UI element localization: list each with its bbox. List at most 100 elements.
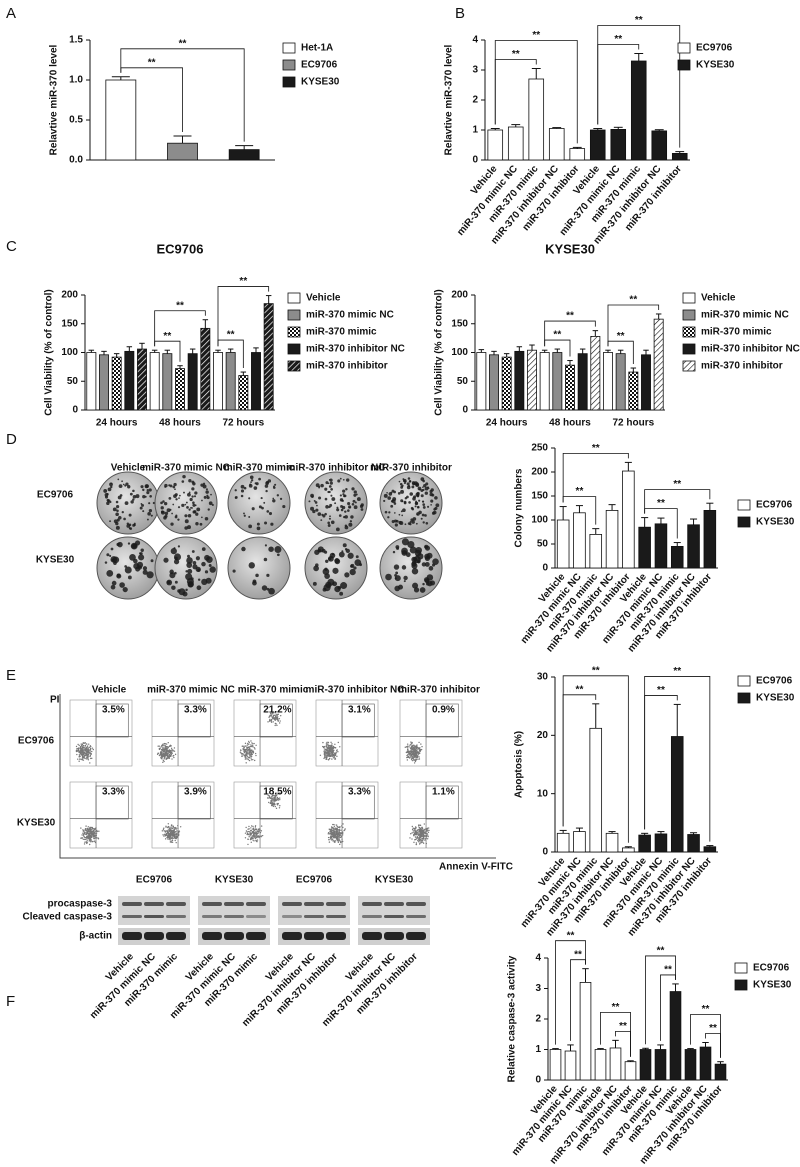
event-dot [420,748,423,751]
bar [514,350,525,411]
blot-band [224,932,244,940]
event-dot [274,794,276,797]
event-dot [82,830,85,832]
colony [191,487,195,491]
event-dot [419,748,422,751]
legend-label: KYSE30 [756,517,795,528]
colony [332,553,335,556]
event-dot [167,831,169,833]
x-tick-label: 72 hours [222,418,264,429]
colony [140,485,144,489]
y-tick-label: 30 [537,672,549,683]
event-dot [248,746,250,748]
colony [341,505,346,510]
colony [106,501,110,506]
colony [142,510,145,513]
event-dot [77,747,79,750]
significance-label: ** [179,38,187,49]
event-dot [89,755,91,758]
event-dot [407,749,409,751]
colony [327,555,334,562]
blot-band [406,932,426,940]
bar [228,149,260,161]
event-dot [253,834,255,837]
row-label: procaspase-3 [48,899,113,910]
event-dot [412,744,414,747]
panel-label: B [455,5,465,22]
bar [630,60,647,161]
event-dot [330,828,332,831]
event-dot [334,754,337,757]
y-tick-label: 100 [61,347,78,358]
colony [342,493,345,496]
colony [133,523,136,527]
event-dot [422,829,424,831]
colony [104,561,108,564]
colony [172,485,176,489]
panel-label: C [6,238,17,255]
event-dot [409,757,411,759]
colony [150,559,154,563]
colony [266,573,270,577]
colony [350,563,355,568]
event-dot [329,830,332,832]
bar [671,152,688,161]
gate-percentage: 21.2% [263,705,291,716]
event-dot [322,741,324,744]
event-dot [246,747,248,749]
event-dot [409,752,411,755]
colony [175,514,178,517]
event-dot [254,826,257,828]
colony [243,486,247,490]
event-dot [273,717,275,719]
event-dot [167,750,169,752]
significance-label: ** [176,300,184,311]
event-dot [76,747,78,750]
colony [240,484,245,489]
event-dot [161,753,163,756]
colony [118,484,123,489]
colony [395,571,399,575]
colony [255,573,259,578]
colony [147,512,151,516]
y-tick-label: 250 [531,443,548,454]
colony [392,499,394,501]
significance-label: ** [617,331,625,342]
event-dot [428,829,430,832]
colony [433,508,436,511]
event-dot [94,834,96,837]
colony [387,516,390,519]
colony [195,512,199,516]
event-dot [82,838,85,840]
y-tick-label: 100 [451,347,468,358]
event-dot [335,830,338,833]
event-dot [332,833,334,835]
colony [202,482,206,485]
event-dot [177,827,179,829]
event-dot [247,750,249,752]
event-dot [328,749,331,751]
colony [312,509,316,514]
colony [116,509,119,513]
colony [117,542,120,545]
colony [206,496,210,500]
bar [603,352,613,411]
gate-box [95,703,129,738]
event-dot [257,828,260,830]
colony [435,503,440,508]
event-dot [84,836,86,839]
colony [265,489,268,493]
colony [109,520,112,523]
colony [344,510,347,513]
colony [388,492,393,496]
colony [142,566,148,571]
colony [427,505,430,508]
event-dot [416,744,418,747]
event-dot [241,755,244,757]
bar [213,352,223,411]
bar [605,832,619,853]
event-dot [331,831,334,834]
colony [172,503,175,506]
event-dot [169,830,172,832]
colony [170,548,177,555]
